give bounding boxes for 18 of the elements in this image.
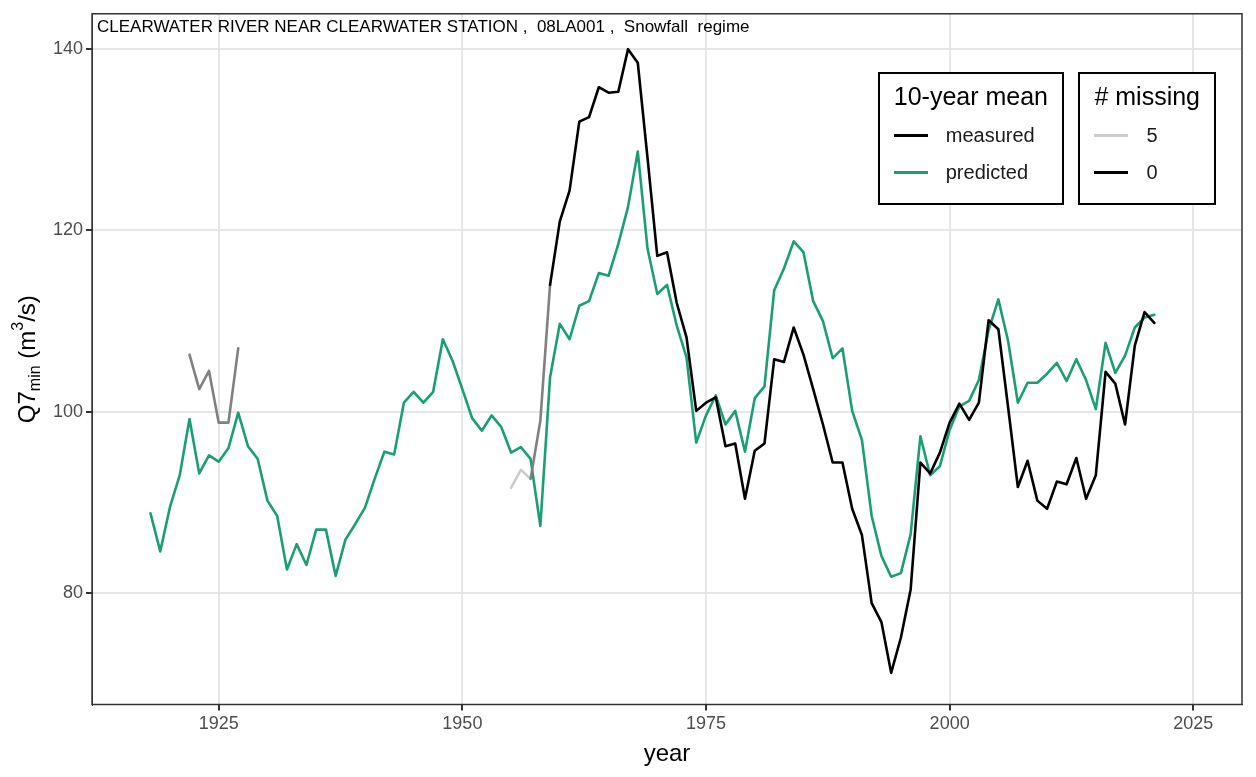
y-tick-label: 120 (52, 219, 84, 240)
x-tick-label: 1975 (685, 713, 727, 734)
y-tick-label: 140 (52, 38, 84, 59)
annotation: 0 (1146, 161, 1158, 184)
annotation: # missing (1094, 82, 1200, 111)
x-tick-label: 2000 (929, 713, 970, 734)
legend-label: measured (945, 124, 1035, 147)
chart-title: CLEARWATER RIVER NEAR CLEARWATER STATION , 08LA001 , Snowfall regime (97, 16, 750, 36)
y-tick-label: 80 (63, 582, 84, 603)
x-tick-label: 1925 (198, 713, 239, 734)
y-tick-label: 100 (52, 400, 84, 421)
x-tick-label: 1950 (442, 713, 483, 734)
x-tick-label: 2025 (1173, 713, 1214, 734)
y-axis-title: Q7min (m3/s) (9, 295, 44, 424)
legend-label: predicted (945, 161, 1029, 184)
legend-title: 10-year mean (893, 82, 1048, 111)
x-axis-title: year (643, 739, 691, 767)
annotation: 5 (1146, 124, 1158, 147)
